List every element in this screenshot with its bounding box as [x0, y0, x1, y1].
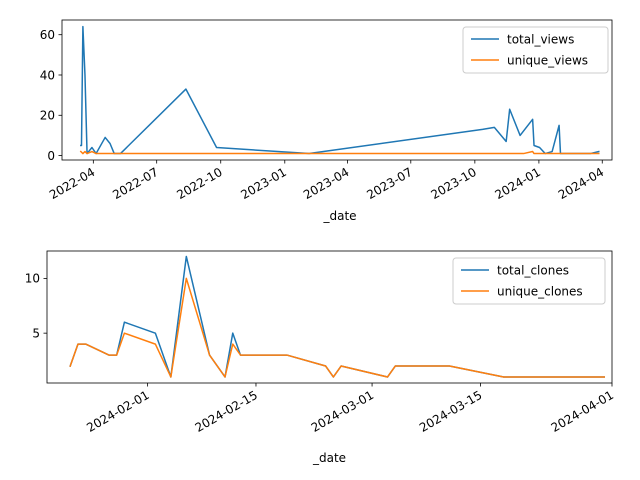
y-tick-label: 60 [40, 28, 55, 42]
legend-box [452, 257, 606, 305]
legend-label-total-clones: total_clones [497, 264, 569, 278]
legend-label-unique-clones: unique_clones [497, 285, 583, 299]
y-tick-label: 40 [40, 68, 55, 82]
axes-frame [61, 19, 613, 161]
y-tick-label: 0 [47, 149, 55, 163]
legend-box [462, 26, 609, 74]
series-line-total-views [80, 25, 600, 155]
legend-label-unique-views: unique_views [507, 54, 588, 68]
x-axis-title: _date [322, 209, 356, 223]
y-tick-label: 10 [25, 272, 40, 286]
y-tick-label: 20 [40, 109, 55, 123]
series-line-unique-clones [69, 277, 606, 378]
legend: total_clones unique_clones [452, 257, 606, 305]
y-tick-label: 5 [32, 326, 40, 340]
legend: total_views unique_views [462, 26, 609, 74]
axes-frame [46, 250, 613, 384]
legend-label-total-views: total_views [507, 33, 574, 47]
x-axis-title: _date [312, 451, 346, 465]
series-line-unique-views [79, 150, 600, 155]
